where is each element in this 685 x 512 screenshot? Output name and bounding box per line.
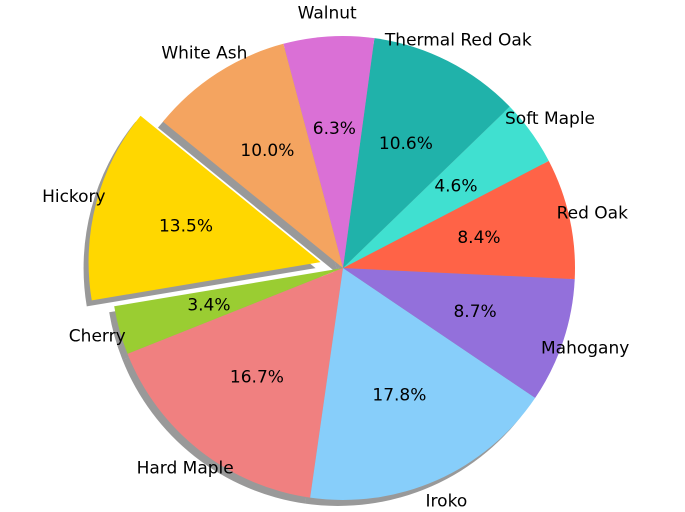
value-label: 8.7% — [453, 302, 496, 322]
slice — [162, 43, 343, 268]
slice — [114, 268, 344, 354]
slice — [310, 268, 536, 500]
slice-label: Hickory — [42, 187, 106, 207]
slice — [343, 268, 575, 398]
slice-label: Hard Maple — [137, 459, 234, 479]
value-label: 4.6% — [434, 177, 477, 197]
slice-label: Mahogany — [541, 339, 629, 359]
slice — [127, 268, 343, 498]
value-label: 16.7% — [230, 367, 284, 387]
value-label: 10.6% — [379, 134, 433, 154]
slice-label: Thermal Red Oak — [384, 30, 532, 50]
value-label: 10.0% — [240, 141, 294, 161]
slice — [283, 36, 375, 269]
slice — [343, 38, 510, 268]
slice — [343, 160, 575, 280]
value-label: 17.8% — [372, 385, 426, 405]
value-label: 8.4% — [457, 228, 500, 248]
slice-label: Iroko — [426, 491, 468, 511]
value-label: 3.4% — [187, 295, 230, 315]
slice — [88, 115, 321, 301]
value-label: 6.3% — [313, 119, 356, 139]
slice-label: Cherry — [69, 327, 126, 347]
slice — [343, 106, 549, 268]
slice-label: White Ash — [161, 44, 247, 64]
slice-label: Walnut — [298, 3, 357, 23]
slice-label: Red Oak — [557, 203, 629, 223]
value-label: 13.5% — [159, 217, 213, 237]
slice-label: Soft Maple — [505, 109, 595, 129]
